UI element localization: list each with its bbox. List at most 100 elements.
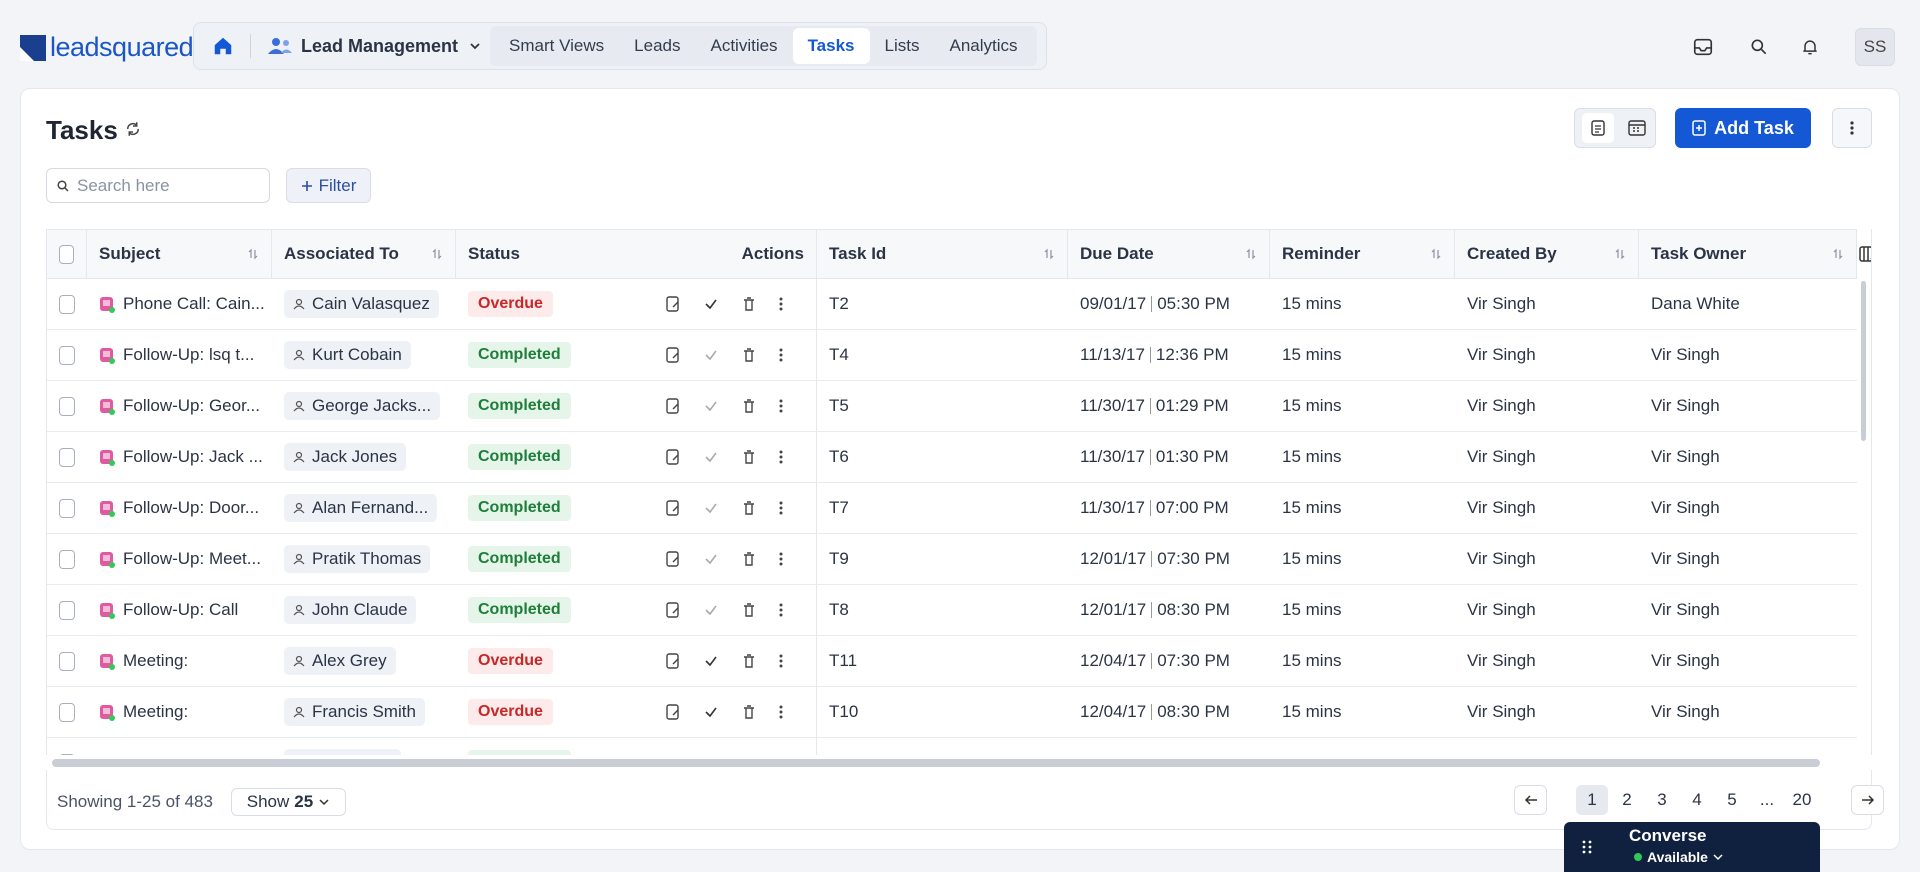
icon[interactable] <box>703 296 719 312</box>
icon[interactable] <box>665 398 681 414</box>
icon[interactable] <box>1245 248 1257 260</box>
icon[interactable] <box>665 347 681 363</box>
calendar-view-button[interactable] <box>1628 119 1648 137</box>
checkbox[interactable] <box>59 447 75 467</box>
icon[interactable] <box>703 602 719 618</box>
icon[interactable] <box>293 655 305 667</box>
associated-chip[interactable]: George Jacks... <box>284 392 441 420</box>
logo[interactable]: leadsquared <box>20 32 194 63</box>
icon[interactable] <box>703 704 719 720</box>
bell-icon[interactable] <box>1800 36 1820 58</box>
horizontal-scrollbar[interactable] <box>52 759 1820 767</box>
associated-chip[interactable]: Cain Valasquez <box>284 290 439 318</box>
icon[interactable] <box>703 347 719 363</box>
column-header[interactable]: Subject <box>87 230 272 278</box>
icon[interactable] <box>99 499 115 517</box>
checkbox[interactable] <box>59 345 75 365</box>
converse-widget[interactable]: Converse Available <box>1564 822 1820 872</box>
checkbox[interactable] <box>59 651 75 671</box>
icon[interactable] <box>247 248 259 260</box>
associated-chip[interactable]: Alan Fernand... <box>284 494 438 522</box>
icon[interactable] <box>665 653 681 669</box>
icon[interactable] <box>1524 794 1538 806</box>
associated-chip[interactable]: Kurt Cobain <box>284 341 411 369</box>
icon[interactable] <box>779 501 783 515</box>
icon[interactable] <box>665 704 681 720</box>
page-number[interactable]: 1 <box>1576 785 1608 815</box>
column-header[interactable]: Task Owner <box>1639 230 1857 278</box>
filter-button[interactable]: Filter <box>286 168 371 203</box>
column-header[interactable]: Actions <box>643 230 817 278</box>
refresh-icon[interactable] <box>124 120 142 138</box>
home-icon[interactable] <box>212 35 234 57</box>
checkbox[interactable] <box>59 549 75 569</box>
icon[interactable] <box>1430 248 1442 260</box>
icon[interactable] <box>99 652 115 670</box>
page-size-select[interactable]: Show 25 <box>231 788 346 816</box>
icon[interactable] <box>293 298 305 310</box>
column-header[interactable]: Status <box>456 230 643 278</box>
subject[interactable]: Meeting: <box>123 651 189 670</box>
column-header[interactable]: Reminder <box>1270 230 1455 278</box>
nav-tab[interactable]: Leads <box>634 36 681 55</box>
icon[interactable] <box>99 397 115 415</box>
icon[interactable] <box>703 398 719 414</box>
icon[interactable] <box>293 400 305 412</box>
subject[interactable]: Follow-Up: Jack ... <box>123 447 263 466</box>
icon[interactable] <box>703 551 719 567</box>
add-task-button[interactable]: Add Task <box>1675 108 1811 148</box>
checkbox[interactable] <box>59 498 75 518</box>
column-header[interactable]: Associated To <box>272 230 456 278</box>
subject[interactable]: Meeting: <box>123 702 189 721</box>
checkbox[interactable] <box>59 396 75 416</box>
associated-chip[interactable]: John Claude <box>284 596 417 624</box>
subject[interactable]: Follow-Up: Call <box>123 600 239 619</box>
icon[interactable] <box>665 296 681 312</box>
subject[interactable]: Follow-Up: Door... <box>123 498 260 517</box>
column-header[interactable]: Task Id <box>817 230 1068 278</box>
icon[interactable] <box>703 653 719 669</box>
icon[interactable] <box>99 703 115 721</box>
page-number[interactable]: 5 <box>1727 790 1737 809</box>
associated-chip[interactable]: Jack Jones <box>284 443 407 471</box>
converse-status[interactable]: Available <box>1634 849 1723 865</box>
icon[interactable] <box>1614 248 1626 260</box>
icon[interactable] <box>293 604 305 616</box>
icon[interactable] <box>779 399 783 413</box>
icon[interactable] <box>741 449 757 465</box>
search-icon[interactable] <box>1749 37 1769 57</box>
icon[interactable] <box>741 704 757 720</box>
icon[interactable] <box>1832 248 1844 260</box>
page-number[interactable]: 2 <box>1622 790 1632 809</box>
icon[interactable] <box>741 398 757 414</box>
subject[interactable]: Follow-Up: lsq t... <box>123 345 255 364</box>
icon[interactable] <box>99 550 115 568</box>
icon[interactable] <box>779 348 783 362</box>
icon[interactable] <box>99 346 115 364</box>
list-view-button[interactable] <box>1582 113 1614 143</box>
icon[interactable] <box>741 551 757 567</box>
avatar[interactable]: SS <box>1855 28 1895 66</box>
page-number[interactable]: 4 <box>1692 790 1702 809</box>
icon[interactable] <box>779 654 783 668</box>
nav-tab[interactable]: Smart Views <box>509 36 605 55</box>
icon[interactable] <box>293 706 305 718</box>
icon[interactable] <box>1861 794 1875 806</box>
checkbox[interactable] <box>59 244 74 264</box>
icon[interactable] <box>741 500 757 516</box>
next-page-button[interactable] <box>1851 785 1884 815</box>
nav-tab[interactable]: Lists <box>884 36 920 55</box>
associated-chip[interactable]: Francis Smith <box>284 698 425 726</box>
icon[interactable] <box>99 448 115 466</box>
vertical-scrollbar[interactable] <box>1861 281 1866 441</box>
icon[interactable] <box>741 653 757 669</box>
page-number[interactable]: 3 <box>1657 790 1667 809</box>
associated-chip[interactable]: Pratik Thomas <box>284 545 431 573</box>
search-box[interactable]: Search here <box>46 168 270 203</box>
checkbox[interactable] <box>59 294 75 314</box>
column-header[interactable]: Created By <box>1455 230 1639 278</box>
icon[interactable] <box>431 248 443 260</box>
associated-chip[interactable]: Alex Grey <box>284 647 396 675</box>
checkbox[interactable] <box>59 753 75 755</box>
icon[interactable] <box>293 553 305 565</box>
